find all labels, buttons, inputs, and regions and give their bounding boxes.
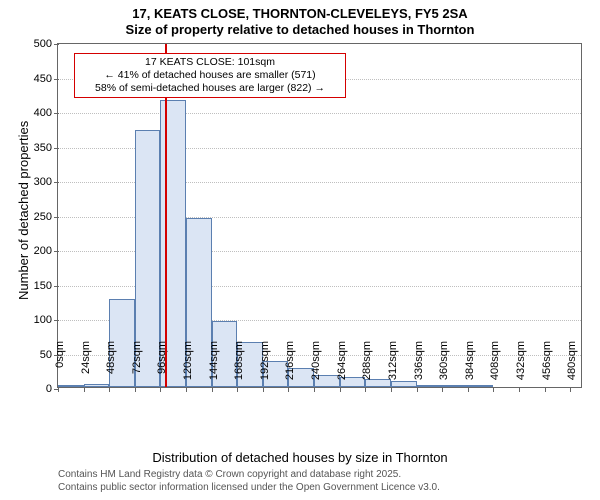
y-axis-label: Number of detached properties xyxy=(16,121,31,300)
x-tick-label: 240sqm xyxy=(310,341,322,393)
x-tick-label: 432sqm xyxy=(515,341,527,393)
x-tick-label: 456sqm xyxy=(541,341,553,393)
chart-title-address: 17, KEATS CLOSE, THORNTON-CLEVELEYS, FY5… xyxy=(0,6,600,21)
annotation-line-1: 17 KEATS CLOSE: 101sqm xyxy=(81,56,339,69)
x-axis-label: Distribution of detached houses by size … xyxy=(0,450,600,465)
annotation-box: 17 KEATS CLOSE: 101sqm← 41% of detached … xyxy=(74,53,346,98)
annotation-line-3: 58% of semi-detached houses are larger (… xyxy=(81,82,339,95)
x-tick-label: 288sqm xyxy=(361,341,373,393)
x-tick-label: 48sqm xyxy=(105,341,117,393)
y-tick-label: 450 xyxy=(34,73,58,85)
x-tick-label: 408sqm xyxy=(489,341,501,393)
x-tick-label: 72sqm xyxy=(131,341,143,393)
x-tick-label: 264sqm xyxy=(336,341,348,393)
y-tick-label: 350 xyxy=(34,142,58,154)
credits-line-2: Contains public sector information licen… xyxy=(58,481,440,494)
x-tick-label: 480sqm xyxy=(566,341,578,393)
x-tick-label: 336sqm xyxy=(413,341,425,393)
y-tick-label: 100 xyxy=(34,314,58,326)
x-tick-label: 144sqm xyxy=(208,341,220,393)
x-tick-label: 192sqm xyxy=(259,341,271,393)
x-tick-label: 24sqm xyxy=(80,341,92,393)
x-tick-label: 216sqm xyxy=(284,341,296,393)
y-tick-label: 200 xyxy=(34,245,58,257)
y-tick-label: 400 xyxy=(34,107,58,119)
y-tick-label: 150 xyxy=(34,280,58,292)
property-size-histogram: 17, KEATS CLOSE, THORNTON-CLEVELEYS, FY5… xyxy=(0,0,600,500)
y-tick-label: 250 xyxy=(34,211,58,223)
annotation-line-2: ← 41% of detached houses are smaller (57… xyxy=(81,69,339,82)
y-tick-label: 500 xyxy=(34,38,58,50)
gridline xyxy=(58,113,581,114)
chart-title-description: Size of property relative to detached ho… xyxy=(0,22,600,37)
x-tick-label: 168sqm xyxy=(233,341,245,393)
x-tick-label: 0sqm xyxy=(54,341,66,393)
data-credits: Contains HM Land Registry data © Crown c… xyxy=(58,468,440,494)
x-tick-label: 120sqm xyxy=(182,341,194,393)
credits-line-1: Contains HM Land Registry data © Crown c… xyxy=(58,468,440,481)
x-tick-label: 312sqm xyxy=(387,341,399,393)
x-tick-label: 360sqm xyxy=(438,341,450,393)
y-tick-label: 300 xyxy=(34,176,58,188)
plot-area: 0501001502002503003504004505000sqm24sqm4… xyxy=(57,43,582,388)
x-tick-label: 384sqm xyxy=(464,341,476,393)
